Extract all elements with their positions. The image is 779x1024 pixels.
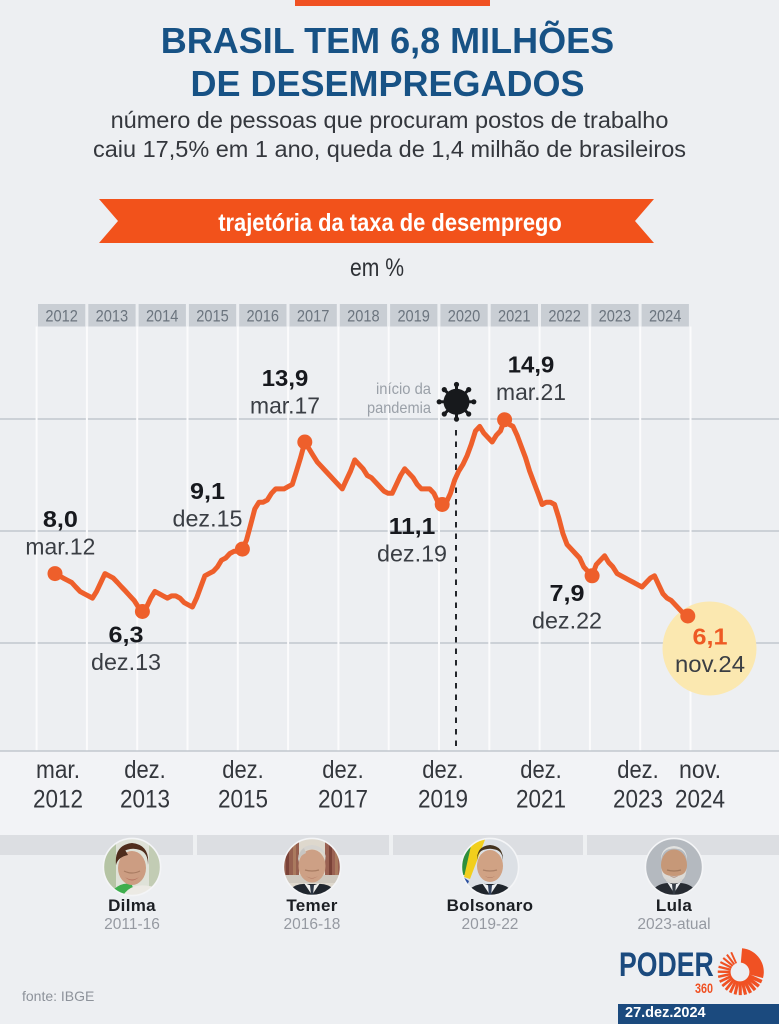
svg-text:2012: 2012 [45, 306, 78, 325]
svg-text:2020: 2020 [448, 306, 481, 325]
svg-text:nov.24: nov.24 [675, 651, 745, 677]
svg-text:2013: 2013 [96, 306, 129, 325]
svg-text:9,1: 9,1 [190, 478, 225, 504]
svg-text:14,9: 14,9 [508, 352, 555, 378]
svg-text:2015: 2015 [218, 785, 268, 813]
svg-text:dez.: dez. [222, 756, 264, 784]
svg-text:dez.: dez. [617, 756, 659, 784]
svg-text:dez.: dez. [422, 756, 464, 784]
svg-text:7,9: 7,9 [550, 580, 585, 606]
svg-text:mar.17: mar.17 [250, 393, 320, 419]
svg-text:2022: 2022 [548, 306, 581, 325]
svg-text:pandemia: pandemia [367, 400, 431, 417]
svg-text:2024: 2024 [675, 785, 725, 813]
svg-text:2023: 2023 [613, 785, 663, 813]
svg-text:2016: 2016 [247, 306, 280, 325]
svg-text:dez.22: dez.22 [532, 608, 602, 634]
svg-text:2018: 2018 [347, 306, 380, 325]
svg-text:dez.19: dez.19 [377, 541, 447, 567]
svg-text:2012: 2012 [33, 785, 83, 813]
svg-text:8,0: 8,0 [43, 506, 78, 532]
svg-text:13,9: 13,9 [262, 365, 309, 391]
svg-text:2021: 2021 [498, 306, 531, 325]
svg-text:2014: 2014 [146, 306, 179, 325]
svg-text:11,1: 11,1 [389, 513, 436, 539]
svg-text:2019: 2019 [418, 785, 468, 813]
svg-text:6,3: 6,3 [109, 622, 144, 648]
svg-text:mar.: mar. [36, 756, 80, 784]
svg-text:dez.13: dez.13 [91, 649, 161, 675]
svg-text:nov.: nov. [679, 756, 721, 784]
svg-text:mar.21: mar.21 [496, 379, 566, 405]
svg-text:2023: 2023 [599, 306, 632, 325]
svg-text:mar.12: mar.12 [25, 534, 95, 560]
svg-text:2013: 2013 [120, 785, 170, 813]
svg-text:2017: 2017 [297, 306, 330, 325]
svg-text:início da: início da [376, 381, 431, 398]
svg-text:2021: 2021 [516, 785, 566, 813]
svg-text:6,1: 6,1 [693, 624, 728, 650]
svg-text:dez.: dez. [322, 756, 364, 784]
svg-text:2015: 2015 [196, 306, 229, 325]
svg-text:dez.15: dez.15 [173, 506, 243, 532]
svg-text:dez.: dez. [124, 756, 166, 784]
svg-text:2024: 2024 [649, 306, 682, 325]
svg-text:dez.: dez. [520, 756, 562, 784]
svg-text:2019: 2019 [397, 306, 430, 325]
svg-text:2017: 2017 [318, 785, 368, 813]
